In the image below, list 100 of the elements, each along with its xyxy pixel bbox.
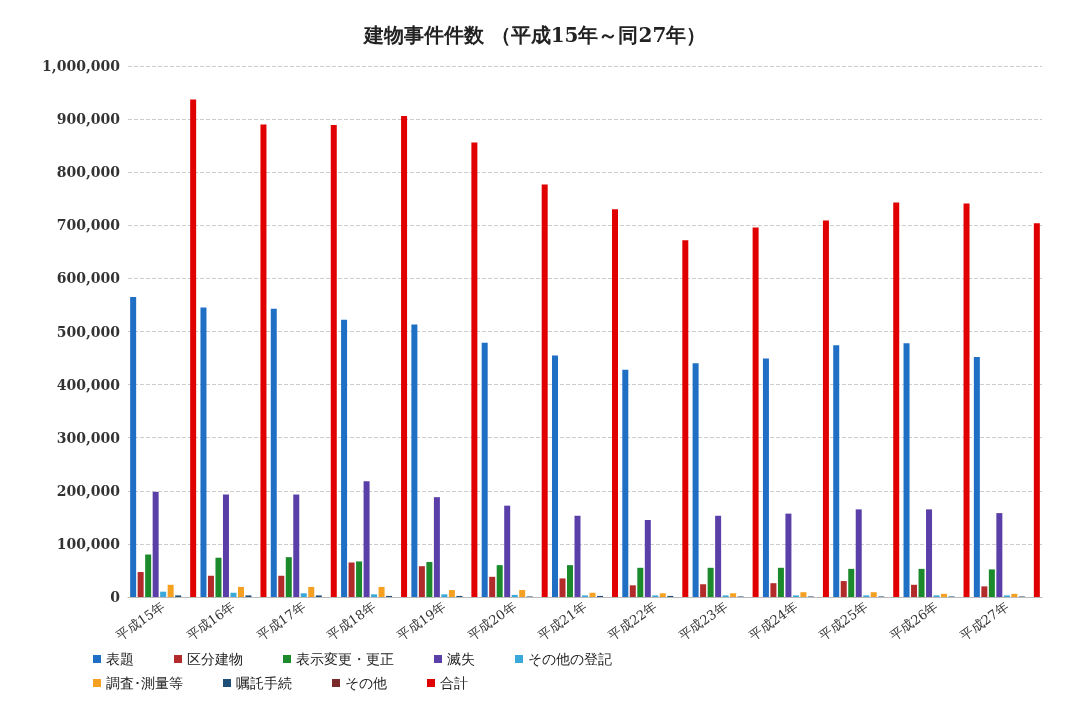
bar bbox=[356, 561, 363, 597]
bar bbox=[833, 345, 840, 597]
y-tick-label: 900,000 bbox=[56, 111, 121, 128]
bar bbox=[996, 513, 1003, 597]
bar bbox=[855, 509, 862, 597]
bar bbox=[822, 220, 829, 597]
bar bbox=[190, 99, 197, 597]
y-tick-label: 800,000 bbox=[56, 164, 121, 181]
bar bbox=[973, 356, 980, 597]
x-tick-label: 平成27年 bbox=[957, 598, 1012, 644]
bar bbox=[752, 227, 759, 597]
bar bbox=[762, 358, 769, 597]
legend-label: その他 bbox=[345, 675, 387, 691]
bar bbox=[285, 557, 292, 597]
bar bbox=[341, 319, 348, 597]
bar bbox=[270, 308, 277, 597]
bar bbox=[659, 593, 666, 597]
bar bbox=[926, 509, 933, 597]
bar bbox=[567, 565, 573, 597]
bar bbox=[1033, 223, 1040, 597]
bar bbox=[215, 557, 222, 597]
bar bbox=[941, 593, 948, 597]
legend-label: 合計 bbox=[440, 675, 468, 691]
bar bbox=[903, 343, 910, 597]
bar bbox=[237, 586, 244, 597]
y-tick-label: 600,000 bbox=[56, 270, 121, 287]
bar bbox=[371, 594, 378, 597]
y-tick-label: 700,000 bbox=[56, 217, 121, 234]
bar bbox=[496, 565, 503, 597]
bar bbox=[622, 369, 629, 597]
bar bbox=[870, 592, 877, 597]
bar bbox=[700, 584, 707, 597]
x-tick-label: 平成20年 bbox=[464, 598, 519, 644]
x-tick-label: 平成24年 bbox=[746, 598, 801, 644]
bar bbox=[137, 572, 144, 597]
bar bbox=[777, 567, 784, 597]
y-tick-label: 200,000 bbox=[56, 482, 121, 499]
bar bbox=[278, 575, 285, 597]
bar bbox=[963, 203, 970, 597]
bar bbox=[160, 591, 167, 597]
bar bbox=[612, 209, 618, 597]
bar bbox=[574, 515, 581, 597]
bar bbox=[426, 561, 433, 597]
bar bbox=[471, 142, 478, 597]
bar bbox=[348, 562, 355, 597]
x-tick-label: 平成21年 bbox=[535, 598, 590, 644]
bar bbox=[848, 568, 855, 597]
bar bbox=[200, 307, 207, 597]
bar bbox=[230, 592, 237, 597]
bar bbox=[644, 520, 651, 597]
bar bbox=[589, 592, 596, 597]
bar bbox=[541, 184, 548, 597]
y-tick-label: 300,000 bbox=[56, 429, 121, 446]
bar bbox=[401, 115, 408, 597]
bar bbox=[911, 584, 918, 597]
bar bbox=[918, 568, 925, 597]
bar bbox=[433, 497, 440, 597]
x-tick-label: 平成25年 bbox=[816, 598, 871, 644]
bar bbox=[692, 363, 699, 597]
bar bbox=[552, 355, 558, 597]
bar bbox=[511, 594, 518, 597]
x-tick-label: 平成23年 bbox=[675, 598, 730, 644]
bar bbox=[260, 124, 267, 597]
y-tick-label: 100,000 bbox=[56, 535, 121, 552]
bar bbox=[715, 515, 722, 597]
bar bbox=[363, 481, 370, 597]
bar bbox=[145, 554, 152, 597]
x-tick-label: 平成26年 bbox=[886, 598, 941, 644]
bar bbox=[481, 342, 488, 597]
x-tick-label: 平成18年 bbox=[324, 598, 379, 644]
bar bbox=[308, 586, 315, 597]
bar bbox=[448, 590, 455, 597]
legend-label: その他の登記 bbox=[528, 651, 612, 667]
bar bbox=[800, 592, 807, 597]
bar bbox=[893, 202, 900, 597]
y-tick-label: 500,000 bbox=[56, 323, 121, 340]
bar bbox=[840, 581, 847, 597]
bar bbox=[988, 569, 995, 597]
bar bbox=[300, 593, 307, 597]
bar bbox=[130, 296, 137, 597]
legend-label: 調査･測量等 bbox=[106, 675, 183, 691]
bar bbox=[707, 567, 714, 597]
bar bbox=[489, 576, 496, 597]
bar bbox=[441, 594, 448, 597]
y-tick-label: 1,000,000 bbox=[42, 58, 121, 74]
x-tick-label: 平成16年 bbox=[183, 598, 238, 644]
bar bbox=[152, 491, 159, 597]
legend-label: 嘱託手続 bbox=[236, 675, 292, 691]
x-tick-label: 平成22年 bbox=[605, 598, 660, 644]
bar bbox=[730, 593, 737, 597]
bar bbox=[222, 494, 229, 597]
legend-label: 表題 bbox=[106, 651, 134, 667]
legend-label: 区分建物 bbox=[187, 651, 243, 667]
x-tick-label: 平成17年 bbox=[253, 598, 309, 644]
y-tick-label: 0 bbox=[110, 589, 121, 605]
bar bbox=[637, 567, 644, 597]
bar bbox=[559, 578, 566, 597]
x-tick-label: 平成19年 bbox=[394, 598, 449, 644]
bar bbox=[682, 240, 689, 597]
bar bbox=[293, 494, 300, 597]
